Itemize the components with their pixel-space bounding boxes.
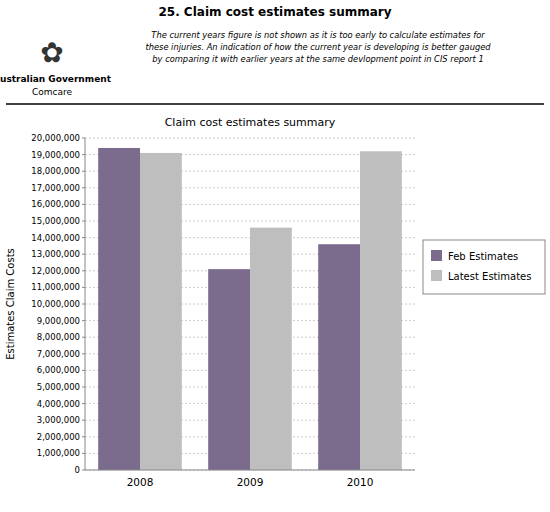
bars [98,148,402,470]
bar [360,151,402,470]
bar [250,228,292,470]
y-tick-label: 11,000,000 [31,282,80,292]
x-tick-label: 2010 [347,476,374,488]
y-axis [85,138,86,470]
y-tick-label: 19,000,000 [31,150,80,160]
grid-line [85,138,415,139]
y-tick-label: 8,000,000 [37,332,80,342]
legend-swatch [431,250,442,261]
x-tick-label: 2009 [237,476,264,488]
y-tick-label: 5,000,000 [37,382,80,392]
y-tick-label: 10,000,000 [31,299,80,309]
y-tick-label: 14,000,000 [31,233,80,243]
bar [98,148,140,470]
legend [423,240,545,294]
x-tick-label: 2008 [127,476,154,488]
legend-swatch [431,270,442,281]
y-tick-label: 18,000,000 [31,166,80,176]
y-tick-label: 13,000,000 [31,249,80,259]
y-tick-label: 20,000,000 [31,133,80,143]
gov-text: Comcare [32,87,73,97]
chart-title: Claim cost estimates summary [165,116,336,129]
x-axis [85,470,415,471]
separator [6,103,544,105]
y-axis-label: Estimates Claim Costs [5,248,16,360]
grid-line [85,470,415,471]
page-title: 25. Claim cost estimates summary [158,5,391,19]
y-tick-label: 9,000,000 [37,316,80,326]
y-tick-label: 12,000,000 [31,266,80,276]
bar [318,244,360,470]
note-line: these injuries. An indication of how the… [145,42,491,52]
y-tick-label: 15,000,000 [31,216,80,226]
note-line: The current years figure is not shown as… [151,30,485,40]
crest: ✿ [40,36,63,69]
gov-text: Australian Government [0,74,112,84]
y-tick-label: 4,000,000 [37,399,80,409]
y-tick-label: 3,000,000 [37,415,80,425]
y-tick-label: 0 [75,465,80,475]
bar [140,153,182,470]
y-tick-label: 16,000,000 [31,199,80,209]
bar [208,269,250,470]
y-tick-label: 2,000,000 [37,432,80,442]
y-tick-label: 17,000,000 [31,183,80,193]
y-tick-label: 6,000,000 [37,365,80,375]
chart: 25. Claim cost estimates summary ✿ Austral… [0,0,550,512]
y-tick-label: 1,000,000 [37,448,80,458]
y-tick-label: 7,000,000 [37,349,80,359]
note: The current years figure is not shown as… [145,30,491,64]
legend-label: Latest Estimates [448,271,531,282]
note-line: by comparing it with earlier years at th… [152,54,483,64]
legend-label: Feb Estimates [448,251,518,262]
